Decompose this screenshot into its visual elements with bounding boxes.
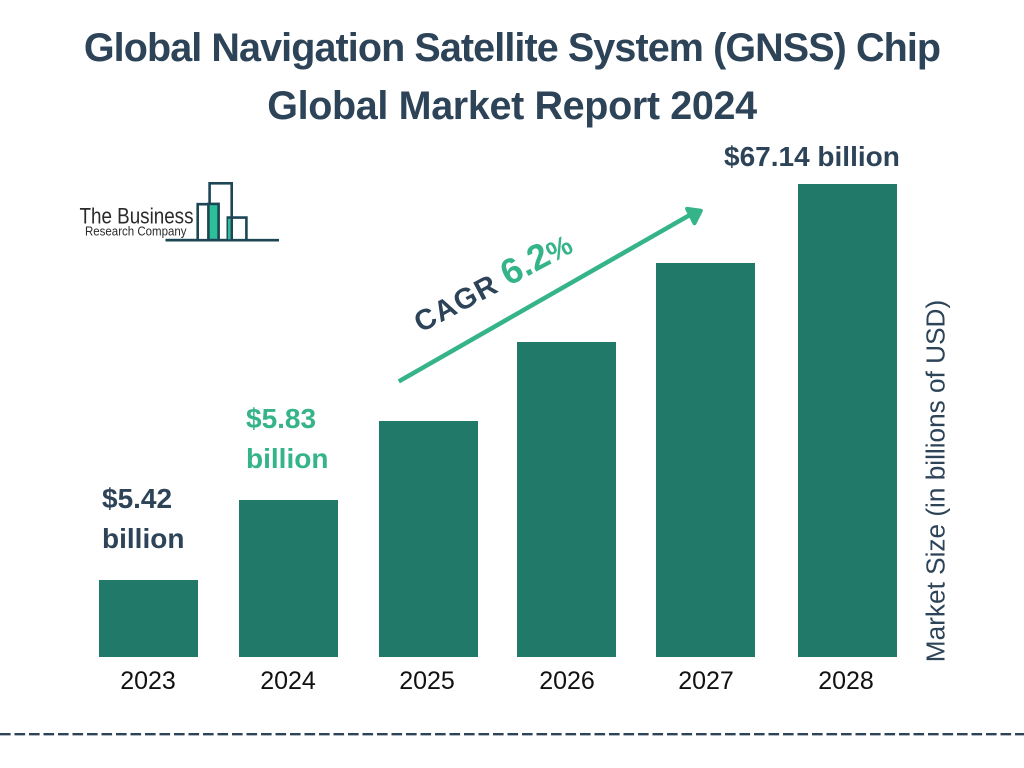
svg-text:Research Company: Research Company xyxy=(85,224,187,238)
svg-text:The Business: The Business xyxy=(80,203,194,228)
